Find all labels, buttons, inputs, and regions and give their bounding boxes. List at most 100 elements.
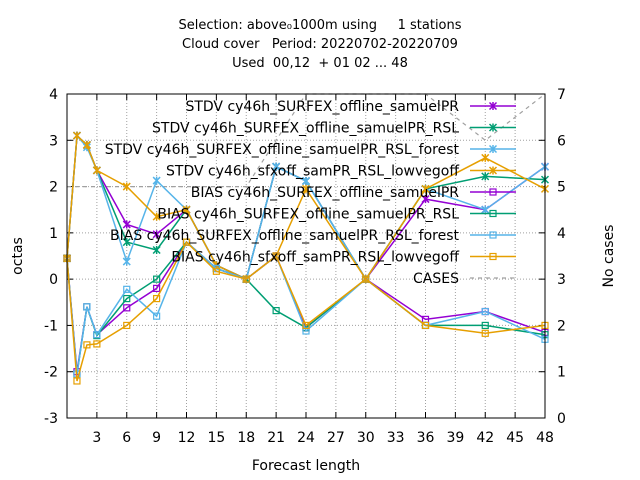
data-point <box>153 294 161 303</box>
chart-title-line-3: Used 00,12 + 01 02 ... 48 <box>232 56 408 71</box>
data-point <box>421 321 430 330</box>
data-point <box>481 321 489 330</box>
data-point <box>123 285 131 293</box>
legend-label: STDV cy46h_sfxoff_samPR_RSL_lowvegoff <box>166 164 459 180</box>
data-point <box>301 176 311 186</box>
y-tick-label: -3 <box>44 411 58 427</box>
data-point <box>93 340 101 348</box>
data-point <box>153 284 161 292</box>
data-point <box>272 252 280 260</box>
data-point <box>421 195 430 204</box>
data-point <box>212 267 220 275</box>
legend-marker <box>489 231 497 239</box>
legend-label: BIAS cy46h_sfxoff_samPR_RSL_lowvegoff <box>171 250 459 266</box>
data-point <box>152 212 161 221</box>
y-tick-label: 1 <box>49 226 58 242</box>
x-tick-label: 27 <box>327 430 345 446</box>
y2-tick-label: 1 <box>557 365 566 381</box>
y-tick-label: -1 <box>44 318 58 334</box>
legend-marker <box>488 101 498 111</box>
y2-tick-label: 3 <box>557 272 566 288</box>
y-tick-label: 3 <box>49 133 58 149</box>
data-point <box>302 321 310 330</box>
y2-tick-label: 6 <box>557 133 566 149</box>
data-point <box>92 166 101 175</box>
y2-tick-label: 4 <box>557 226 566 242</box>
data-point <box>122 238 131 247</box>
y-tick-label: -2 <box>44 365 58 381</box>
x-tick-label: 24 <box>297 430 315 446</box>
data-point <box>481 172 490 181</box>
x-tick-label: 33 <box>387 430 405 446</box>
data-point <box>153 275 161 283</box>
legend-marker <box>489 188 497 196</box>
data-point <box>272 307 280 315</box>
y-tick-label: 0 <box>49 272 58 288</box>
x-tick-label: 18 <box>237 430 255 446</box>
series-8 <box>63 238 549 385</box>
y2-tick-label: 7 <box>557 87 566 103</box>
legend: STDV cy46h_SURFEX_offline_samuelPR STDV c… <box>105 99 516 287</box>
data-point <box>83 341 91 349</box>
chart-title-line-1: Selection: above₀1000m using 1 stations <box>178 18 462 33</box>
legend-marker <box>488 123 498 132</box>
legend-label: STDV cy46h_SURFEX_offline_samuelPR_RSL_f… <box>105 142 460 158</box>
data-point <box>421 184 430 193</box>
data-point <box>481 205 490 214</box>
data-point <box>182 205 191 214</box>
data-point <box>362 275 370 283</box>
x-tick-label: 21 <box>267 430 285 446</box>
y-tick-label: 2 <box>49 180 58 196</box>
x-tick-label: 12 <box>178 430 196 446</box>
x-tick-label: 3 <box>92 430 101 446</box>
data-point <box>481 307 489 316</box>
data-point <box>152 176 161 185</box>
x-tick-label: 6 <box>122 430 131 446</box>
data-point <box>153 312 161 320</box>
y2-axis-label: No cases <box>601 225 617 288</box>
data-point <box>122 220 131 229</box>
data-point <box>73 377 81 385</box>
x-tick-label: 39 <box>446 430 464 446</box>
x-tick-label: 48 <box>536 430 554 446</box>
data-point <box>83 303 91 311</box>
legend-label: CASES <box>413 271 459 287</box>
x-tick-label: 15 <box>207 430 225 446</box>
data-point <box>301 184 311 193</box>
data-point <box>152 245 161 255</box>
chart-title-line-2: Cloud cover Period: 20220702-20220709 <box>182 37 458 52</box>
y-axis-label: octas <box>10 237 26 275</box>
data-point <box>481 153 490 162</box>
data-point <box>123 321 131 330</box>
x-tick-label: 9 <box>152 430 161 446</box>
x-tick-label: 36 <box>417 430 435 446</box>
legend-label: STDV cy46h_SURFEX_offline_samuelPR_RSL <box>152 121 459 137</box>
y2-tick-label: 5 <box>557 180 566 196</box>
legend-label: BIAS cy46h_SURFEX_offline_samuelPR_RSL <box>157 207 459 223</box>
data-point <box>82 140 91 149</box>
data-point <box>123 304 131 312</box>
plot-border <box>66 93 546 419</box>
data-point <box>122 257 131 266</box>
data-point <box>272 162 281 171</box>
legend-label: STDV cy46h_SURFEX_offline_samuelPR <box>185 99 459 115</box>
x-tick-label: 45 <box>506 430 524 446</box>
legend-marker <box>489 252 497 261</box>
data-point <box>152 230 161 239</box>
legend-marker <box>488 166 498 175</box>
x-tick-label: 42 <box>476 430 494 446</box>
legend-marker <box>488 144 498 154</box>
data-point <box>93 331 101 339</box>
data-point <box>123 294 131 303</box>
data-point <box>481 329 489 337</box>
y2-tick-label: 0 <box>557 411 566 427</box>
data-point <box>72 131 81 140</box>
y-tick-label: 4 <box>49 87 58 103</box>
legend-marker <box>489 209 497 218</box>
y2-tick-label: 2 <box>557 318 566 334</box>
data-point <box>242 275 250 283</box>
x-tick-label: 30 <box>357 430 375 446</box>
legend-label: BIAS cy46h_SURFEX_offline_samuelPR <box>191 185 459 201</box>
x-axis-label: Forecast length <box>252 458 360 474</box>
